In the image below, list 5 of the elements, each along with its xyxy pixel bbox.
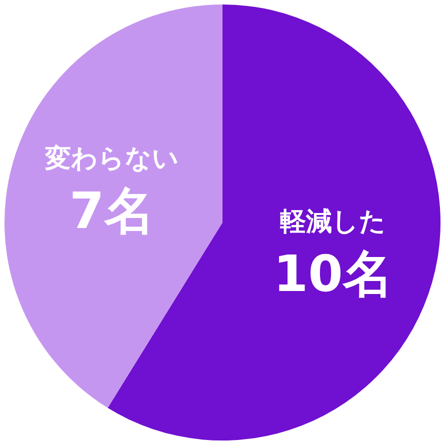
data-label: 10名 (273, 244, 393, 303)
pie-slice (4, 4, 222, 408)
slice-label: 軽減した (280, 206, 386, 237)
slice-label: 変わらない (44, 144, 179, 174)
data-label: 7名 (69, 182, 154, 240)
